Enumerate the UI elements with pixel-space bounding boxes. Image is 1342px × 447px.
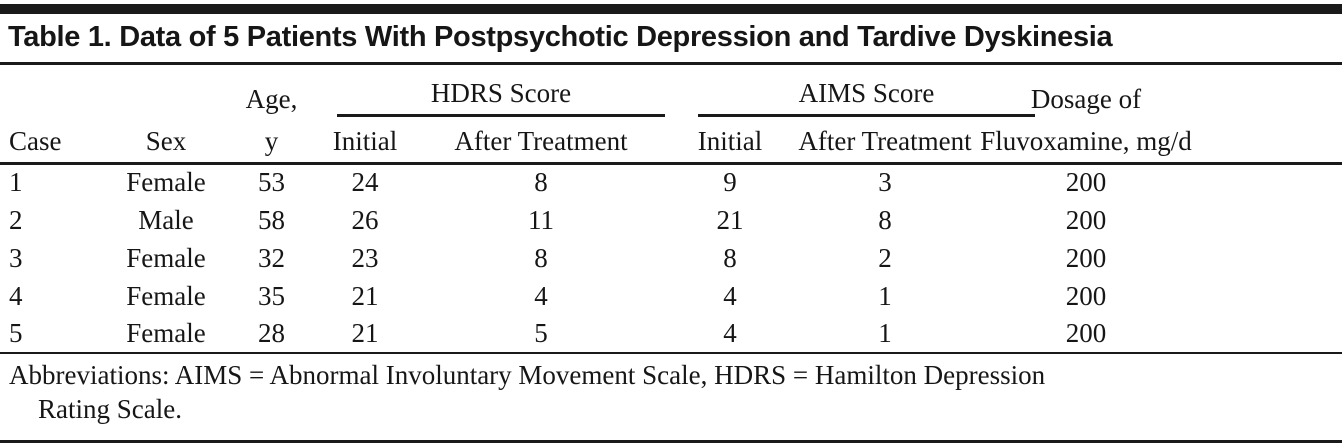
table-row: 2 Male 58 26 11 21 8 200 <box>0 201 1342 239</box>
cell-age: 58 <box>258 204 285 235</box>
table-row: 3 Female 32 23 8 8 2 200 <box>0 239 1342 277</box>
cell-hdrs-initial: 26 <box>351 204 379 235</box>
cell-sex: Female <box>126 242 206 273</box>
group-label-hdrs-score: HDRS Score <box>430 78 572 108</box>
cell-aims-initial: 8 <box>723 242 737 273</box>
cell-hdrs-initial: 21 <box>351 318 379 348</box>
cell-hdrs-initial: 23 <box>351 242 379 273</box>
cell-age: 28 <box>258 318 285 348</box>
column-header-row: Case Sex y Initial After Treatment Initi… <box>0 117 1342 163</box>
cell-sex: Female <box>126 280 206 311</box>
cell-dosage: 200 <box>1065 204 1107 235</box>
cell-aims-after: 2 <box>878 242 892 273</box>
header-case: Case <box>9 125 62 156</box>
cell-age: 35 <box>258 280 285 311</box>
table-row: 1 Female 53 24 8 9 3 200 <box>0 163 1342 201</box>
header-hdrs-initial: Initial <box>332 125 398 156</box>
cell-aims-after: 8 <box>878 204 892 235</box>
cell-case: 5 <box>9 318 23 348</box>
group-label-aims-score: AIMS Score <box>798 78 935 108</box>
footnote-line-2: Rating Scale. <box>38 394 182 424</box>
group-header-aims: AIMS Score <box>670 64 1035 117</box>
header-age-line1: Age, <box>245 84 298 114</box>
cell-aims-initial: 9 <box>723 167 737 198</box>
cell-aims-after: 1 <box>878 318 892 348</box>
header-aims-initial: Initial <box>697 125 763 156</box>
cell-hdrs-initial: 24 <box>351 167 379 198</box>
group-header-hdrs: HDRS Score <box>318 64 670 117</box>
header-spacer-case <box>0 64 107 117</box>
cell-hdrs-after: 11 <box>528 204 554 235</box>
header-aims-after-treatment: After Treatment <box>798 125 972 156</box>
cell-dosage: 200 <box>1065 318 1107 348</box>
cell-hdrs-after: 8 <box>534 167 548 198</box>
table-row: 4 Female 35 21 4 4 1 200 <box>0 277 1342 315</box>
cell-aims-initial: 21 <box>716 204 744 235</box>
cell-hdrs-after: 8 <box>534 242 548 273</box>
table-footnote: Abbreviations: AIMS = Abnormal Involunta… <box>0 358 1342 426</box>
cell-case: 4 <box>9 280 23 311</box>
cell-dosage: 200 <box>1065 167 1107 198</box>
header-sex: Sex <box>145 125 187 156</box>
cell-aims-initial: 4 <box>723 318 737 348</box>
cell-hdrs-initial: 21 <box>351 280 379 311</box>
cell-sex: Female <box>126 167 206 198</box>
cell-case: 1 <box>9 167 23 198</box>
cell-age: 53 <box>258 167 285 198</box>
header-spacer-sex <box>107 64 225 117</box>
cell-dosage: 200 <box>1065 242 1107 273</box>
group-header-row: Age, HDRS Score AIMS Score Dosage of <box>0 64 1342 117</box>
cell-hdrs-after: 4 <box>534 280 548 311</box>
table-title: Table 1. Data of 5 Patients With Postpsy… <box>0 14 1342 65</box>
cell-age: 32 <box>258 242 285 273</box>
patient-data-table: Age, HDRS Score AIMS Score Dosage of Cas… <box>0 64 1342 354</box>
cell-sex: Male <box>138 204 194 235</box>
cell-sex: Female <box>126 318 206 348</box>
cell-aims-initial: 4 <box>723 280 737 311</box>
cell-case: 2 <box>9 204 23 235</box>
cell-aims-after: 1 <box>878 280 892 311</box>
header-age-line2: y <box>264 125 279 156</box>
header-dosage-line2: Fluvoxamine, mg/d <box>980 125 1192 156</box>
cell-aims-after: 3 <box>878 167 892 198</box>
cell-case: 3 <box>9 242 23 273</box>
header-dosage-line1: Dosage of <box>1030 84 1142 114</box>
footnote-line-1: Abbreviations: AIMS = Abnormal Involunta… <box>9 360 1046 390</box>
bottom-rule-bar <box>0 440 1342 443</box>
cell-dosage: 200 <box>1065 280 1107 311</box>
header-hdrs-after-treatment: After Treatment <box>454 125 628 156</box>
cell-hdrs-after: 5 <box>534 318 548 348</box>
top-rule-bar <box>0 4 1342 14</box>
table-row: 5 Female 28 21 5 4 1 200 <box>0 315 1342 353</box>
